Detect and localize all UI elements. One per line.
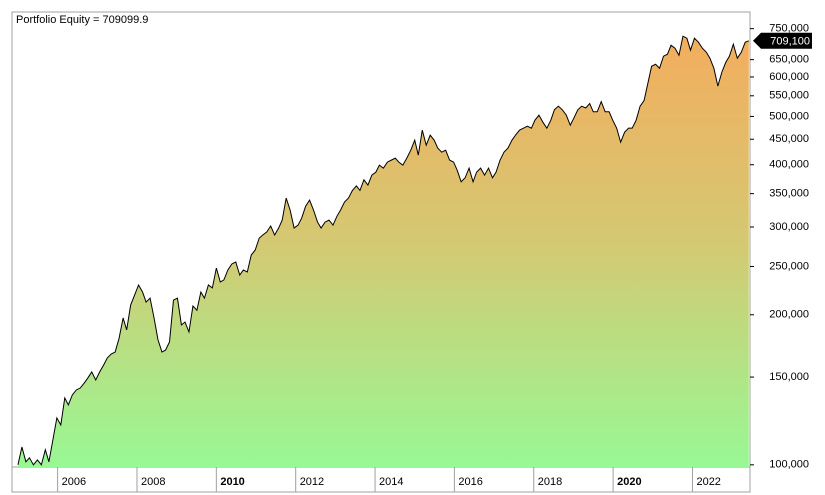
equity-area bbox=[17, 36, 749, 468]
y-tick-label: 550,000 bbox=[769, 90, 809, 102]
x-tick-label: 2018 bbox=[538, 476, 562, 488]
x-tick-label: 2014 bbox=[379, 476, 403, 488]
x-tick-label: 2008 bbox=[141, 476, 165, 488]
y-tick-label: 400,000 bbox=[769, 159, 809, 171]
x-tick-label: 2022 bbox=[696, 476, 720, 488]
current-value-box bbox=[753, 32, 812, 49]
x-tick-label: 2020 bbox=[617, 476, 641, 488]
y-tick-label: 150,000 bbox=[769, 371, 809, 383]
equity-line bbox=[17, 35, 749, 466]
x-tick-label: 2012 bbox=[300, 476, 324, 488]
y-tick-label: 100,000 bbox=[769, 459, 809, 471]
x-tick-label: 2010 bbox=[220, 476, 244, 488]
y-tick-label: 450,000 bbox=[769, 133, 809, 145]
x-tick-label: 2006 bbox=[62, 476, 86, 488]
x-axis-band bbox=[11, 466, 751, 493]
x-tick-label: 2016 bbox=[458, 476, 482, 488]
y-tick-label: 650,000 bbox=[769, 54, 809, 66]
y-tick-label: 750,000 bbox=[769, 23, 809, 35]
current-value-label: 709,100 bbox=[770, 36, 810, 48]
y-tick-label: 200,000 bbox=[769, 309, 809, 321]
y-tick-label: 600,000 bbox=[769, 71, 809, 83]
chart-title: Portfolio Equity = 709099.9 bbox=[16, 14, 148, 26]
y-tick-label: 300,000 bbox=[769, 221, 809, 233]
y-tick-label: 250,000 bbox=[769, 260, 809, 272]
y-tick-label: 350,000 bbox=[769, 188, 809, 200]
y-tick-label: 500,000 bbox=[769, 110, 809, 122]
